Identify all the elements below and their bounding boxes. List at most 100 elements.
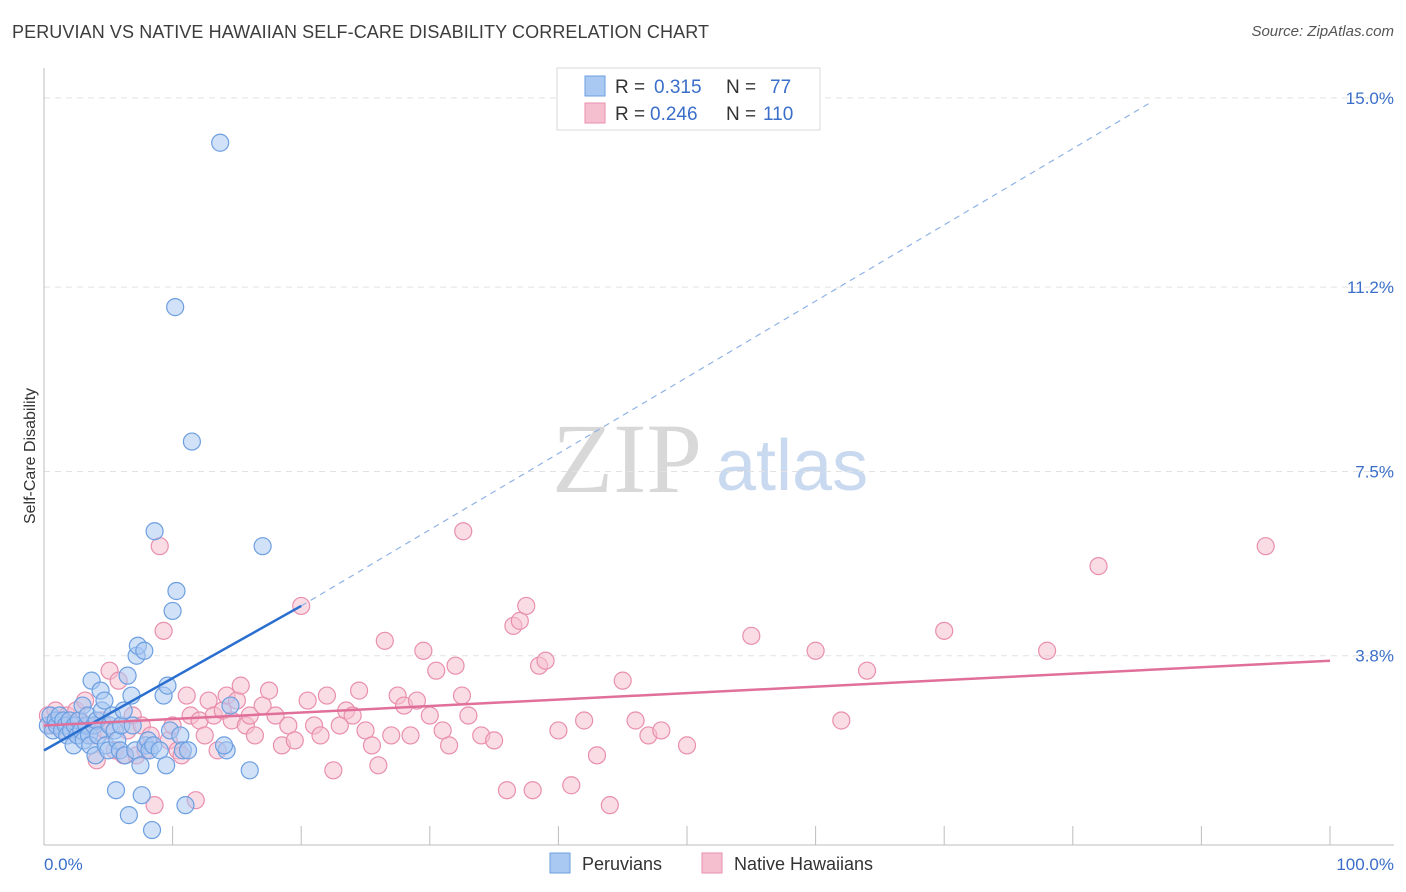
native-hawaiians-points bbox=[38, 522, 1275, 815]
legend-r-label-peruvians: R = bbox=[615, 77, 645, 98]
native-hawaiian-point bbox=[626, 711, 645, 730]
peruvian-point bbox=[240, 761, 259, 780]
native-hawaiian-point bbox=[369, 756, 388, 775]
peruvian-point bbox=[166, 298, 185, 317]
native-hawaiian-point bbox=[427, 661, 446, 680]
legend-n-peruvians: 77 bbox=[770, 77, 791, 98]
y-tick-labels: 3.8% 7.5% 11.2% 15.0% bbox=[1346, 89, 1394, 666]
native-hawaiian-point bbox=[549, 721, 568, 740]
peruvian-point bbox=[157, 756, 176, 775]
native-hawaiian-point bbox=[407, 691, 427, 710]
x-tick-label-max: 100.0% bbox=[1336, 855, 1394, 874]
native-hawaiian-point bbox=[414, 641, 433, 660]
native-hawaiian-point bbox=[154, 621, 173, 640]
native-hawaiian-point bbox=[587, 746, 607, 765]
bottom-legend-label-peruvians: Peruvians bbox=[582, 854, 662, 874]
bottom-legend: Peruvians Native Hawaiians bbox=[549, 852, 873, 874]
native-hawaiian-point bbox=[285, 731, 304, 750]
native-hawaiian-point bbox=[600, 796, 619, 815]
peruvian-point bbox=[119, 806, 138, 825]
legend-r-native-hawaiians: 0.246 bbox=[650, 104, 698, 125]
y-tick-label: 7.5% bbox=[1355, 462, 1394, 481]
native-hawaiian-point bbox=[523, 781, 542, 800]
peruvians-trend-extension bbox=[300, 102, 1151, 607]
y-axis-title: Self-Care Disability bbox=[22, 388, 39, 524]
legend-swatch-native-hawaiians bbox=[584, 102, 606, 124]
native-hawaiian-point bbox=[510, 611, 529, 630]
peruvian-point bbox=[132, 786, 151, 805]
peruvian-point bbox=[182, 432, 201, 451]
native-hawaiian-point bbox=[1256, 537, 1275, 556]
y-tick-label: 11.2% bbox=[1347, 278, 1394, 297]
peruvian-point bbox=[178, 741, 198, 760]
native-hawaiian-point bbox=[145, 796, 164, 815]
peruvian-point bbox=[106, 781, 126, 800]
native-hawaiian-point bbox=[1089, 556, 1108, 576]
peruvian-point bbox=[221, 696, 240, 715]
native-hawaiian-point bbox=[382, 726, 401, 745]
native-hawaiian-point bbox=[195, 726, 214, 745]
native-hawaiian-point bbox=[562, 776, 581, 795]
bottom-legend-swatch-native-hawaiians bbox=[701, 852, 723, 874]
legend-r-peruvians: 0.315 bbox=[654, 77, 702, 98]
peruvian-point bbox=[163, 601, 182, 621]
native-hawaiian-point bbox=[536, 651, 555, 670]
source-label: Source: ZipAtlas.com bbox=[1251, 23, 1394, 40]
native-hawaiian-point bbox=[452, 686, 472, 705]
peruvian-point bbox=[253, 537, 272, 556]
native-hawaiian-point bbox=[832, 711, 851, 730]
peruvian-point bbox=[171, 726, 190, 745]
chart-title: PERUVIAN VS NATIVE HAWAIIAN SELF-CARE DI… bbox=[12, 22, 710, 42]
native-hawaiian-point bbox=[446, 656, 465, 675]
x-tick-label-min: 0.0% bbox=[44, 855, 83, 874]
native-hawaiian-point bbox=[497, 781, 517, 800]
native-hawaiian-point bbox=[266, 706, 285, 725]
peruvian-point bbox=[145, 522, 164, 541]
peruvian-point bbox=[214, 736, 234, 755]
native-hawaiian-point bbox=[857, 661, 877, 680]
trend-lines bbox=[43, 102, 1331, 752]
native-hawaiian-point bbox=[517, 596, 536, 616]
native-hawaiian-point bbox=[433, 721, 452, 740]
native-hawaiian-point bbox=[298, 691, 317, 710]
bottom-legend-label-native-hawaiians: Native Hawaiians bbox=[734, 854, 873, 874]
native-hawaiian-point bbox=[806, 641, 825, 660]
native-hawaiian-point bbox=[485, 731, 504, 750]
native-hawaiian-point bbox=[349, 681, 369, 700]
gridlines bbox=[44, 97, 1394, 657]
x-ticks bbox=[172, 826, 1331, 845]
native-hawaiian-point bbox=[613, 671, 632, 690]
native-hawaiian-point bbox=[231, 676, 250, 695]
native-hawaiian-point bbox=[1037, 641, 1057, 660]
native-hawaiian-point bbox=[935, 621, 954, 640]
native-hawaiian-point bbox=[401, 726, 420, 745]
native-hawaiian-point bbox=[324, 761, 343, 780]
native-hawaiian-point bbox=[742, 626, 761, 645]
native-hawaiian-point bbox=[459, 706, 478, 725]
native-hawaiian-point bbox=[330, 716, 349, 735]
watermark-atlas: atlas bbox=[716, 426, 868, 506]
native-hawaiian-point bbox=[575, 711, 594, 730]
native-hawaiian-point bbox=[677, 736, 697, 755]
legend: R = 0.315 N = 77 R = 0.246 N = 110 bbox=[556, 67, 821, 131]
watermark-zip: ZIP bbox=[552, 403, 702, 514]
legend-n-label-peruvians: N = bbox=[726, 77, 756, 98]
peruvian-point bbox=[150, 741, 169, 760]
native-hawaiian-point bbox=[420, 706, 439, 725]
peruvian-point bbox=[167, 581, 186, 601]
peruvian-point bbox=[176, 796, 195, 815]
native-hawaiian-point bbox=[279, 716, 298, 735]
native-hawaiian-point bbox=[311, 726, 330, 745]
legend-n-label-native-hawaiians: N = bbox=[726, 104, 756, 125]
peruvian-point bbox=[95, 691, 114, 710]
native-hawaiian-point bbox=[259, 681, 279, 700]
native-hawaiian-point bbox=[375, 631, 394, 650]
peruvian-point bbox=[142, 820, 162, 840]
y-tick-label: 15.0% bbox=[1346, 89, 1394, 108]
peruvian-point bbox=[131, 756, 150, 775]
peruvians-points bbox=[38, 133, 272, 840]
native-hawaiian-point bbox=[317, 686, 337, 705]
native-hawaiians-trend-line bbox=[43, 659, 1331, 727]
y-tick-label: 3.8% bbox=[1355, 647, 1394, 666]
